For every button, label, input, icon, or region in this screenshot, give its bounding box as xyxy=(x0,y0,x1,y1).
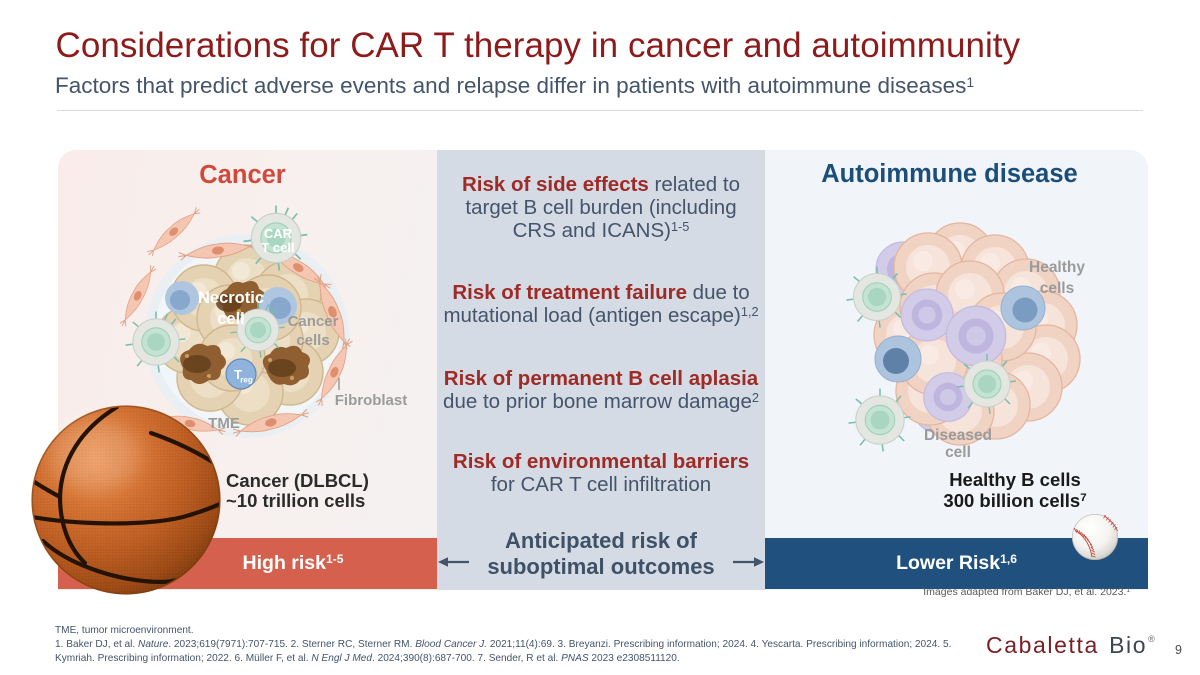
svg-text:Healthy: Healthy xyxy=(1029,259,1085,276)
svg-text:cell: cell xyxy=(217,310,245,328)
svg-text:cells: cells xyxy=(1040,280,1074,297)
svg-text:CAR: CAR xyxy=(264,226,293,241)
svg-text:cells: cells xyxy=(296,332,329,349)
svg-text:T: T xyxy=(234,367,242,382)
svg-text:Diseased: Diseased xyxy=(924,427,992,444)
svg-text:T cell: T cell xyxy=(261,240,294,255)
svg-text:cell: cell xyxy=(945,444,971,461)
svg-text:TME: TME xyxy=(208,415,240,432)
svg-text:Fibroblast: Fibroblast xyxy=(335,392,408,409)
svg-text:Cancer: Cancer xyxy=(288,313,339,330)
svg-text:reg: reg xyxy=(240,376,253,385)
svg-text:Necrotic: Necrotic xyxy=(198,289,264,307)
